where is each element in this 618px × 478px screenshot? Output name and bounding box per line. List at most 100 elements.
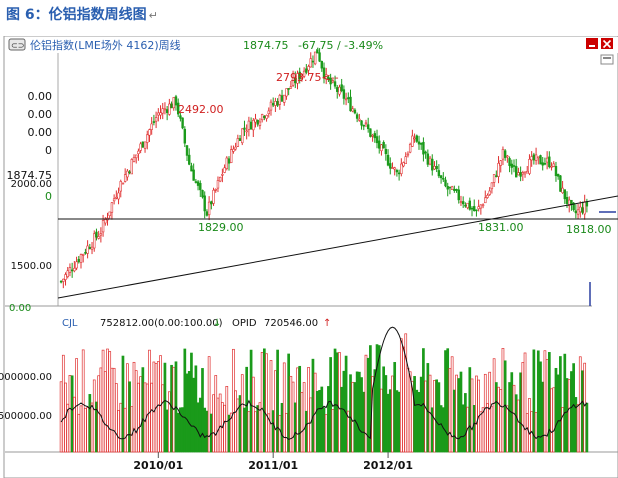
candle-body [154,117,158,122]
volume-bar [366,357,370,453]
candle-body [543,162,547,165]
volume-bar [468,367,472,453]
candle-body [400,163,403,174]
candle-body [501,149,505,160]
volume-bar [574,397,578,453]
volume-bar [293,402,297,453]
volume-bar [150,382,154,453]
candle-body [117,192,120,200]
volume-bar [278,415,282,453]
volume-bar [134,370,138,453]
volume-bar [320,386,324,453]
candle-body [188,154,191,165]
volume-bar [198,397,202,453]
candle-body [461,201,465,205]
candle-body [331,80,335,83]
candle-body [311,60,315,63]
candle-body [391,167,394,169]
candle-body [238,138,242,142]
volume-bar [563,353,567,453]
volume-bar [77,413,81,453]
volume-bar [223,404,226,453]
left-readout: 0 [45,144,52,157]
candle-body [143,141,147,149]
candle-body [214,189,217,191]
candle-body [466,202,469,208]
volume-bar [103,371,107,453]
candle-body [439,175,443,179]
volume-bar [435,379,439,453]
volume-bar [298,365,302,453]
volume-bar [304,410,308,453]
candle-body [479,204,483,209]
volume-bar [585,402,589,453]
volume-bar [364,354,368,453]
volume-bar [79,405,83,453]
volume-bar [110,367,114,453]
volume-bar [190,352,193,453]
candle-body [152,121,156,123]
candle-body [475,209,478,212]
volume-bar [349,374,352,453]
volume-bar [501,348,505,453]
candle-body [223,167,226,173]
candle-body [137,150,140,155]
candle-body [93,233,96,249]
volume-header: CJL 752812.00(0.00:100.00) ↓ OPID 720546… [62,318,331,329]
candle-body [486,195,489,198]
candle-body [95,231,98,238]
volume-bar [156,361,160,453]
volume-bar [541,381,545,453]
candle-body [446,186,449,190]
candle-body [168,103,171,115]
candle-body [579,206,582,213]
volume-bar [344,355,348,453]
candle-body [196,181,200,186]
candle-body [572,202,575,211]
price-annotation: 1818.00 [566,223,612,236]
volume-bar [251,376,255,453]
volume-bar [523,352,527,453]
candle-body [492,174,496,183]
restore-icon[interactable] [600,54,614,65]
candle-body [481,204,485,207]
candle-body [470,207,474,210]
volume-bar [291,381,295,453]
candle-body [230,149,233,163]
volume-bar [358,371,361,453]
volume-bar [543,350,547,453]
candle-body [123,174,127,182]
candle-body [519,172,522,177]
candle-body [327,76,330,80]
candle-body [393,167,396,170]
link-icon[interactable]: ⊂⊃ [8,38,26,51]
candle-body [183,128,187,144]
candle-body [428,157,432,165]
minimize-icon[interactable] [586,38,598,49]
candle-body [530,156,533,161]
candle-body [563,189,567,200]
candle-body [307,66,310,71]
candle-body [212,189,215,204]
chart-title: 伦铝指数(LME场外 4162)周线 [30,38,181,52]
candle-body [561,187,564,194]
candle-body [159,112,162,116]
candle-body [66,270,69,277]
candle-body [247,120,251,130]
candle-body [185,145,189,156]
volume-bar [285,413,288,453]
volume-name: CJL [62,318,78,329]
candle-body [415,135,418,142]
candle-body [263,115,266,118]
volume-bar [327,386,330,453]
volume-bar [254,411,257,453]
close-icon[interactable] [601,38,613,49]
volume-bar [353,382,357,453]
volume-bar [422,348,425,453]
time-label: 2011/01 [248,459,298,472]
volume-bar [81,349,85,453]
volume-bar [324,414,328,453]
candle-body [280,95,284,102]
volume-bar [488,371,492,453]
candle-body [508,158,511,166]
